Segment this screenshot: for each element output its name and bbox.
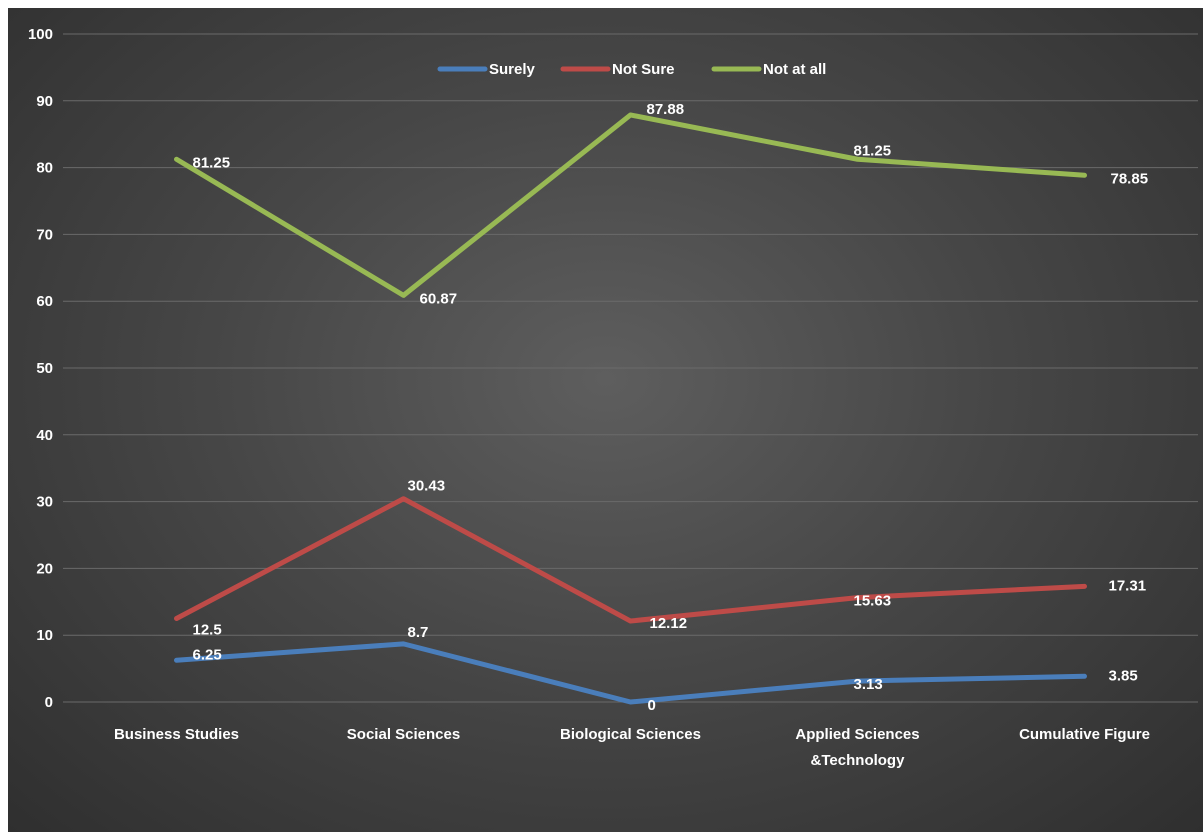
x-tick-label: Applied Sciences [795,726,919,743]
y-tick-label: 0 [45,694,53,711]
y-tick-label: 50 [36,360,53,377]
x-tick-label: Cumulative Figure [1019,726,1150,743]
y-tick-label: 40 [36,427,53,444]
series-line-surely [174,641,1087,705]
series-line-not-at-all [174,112,1087,298]
legend-label: Not Sure [612,61,675,78]
series-lines [174,112,1087,705]
x-tick-label: Social Sciences [347,726,460,743]
data-labels: 6.25 8.7 0 3.13 3.85 12.5 30.43 12.12 15.63 17.31… [193,101,1149,714]
y-tick-label: 60 [36,293,53,310]
legend-label: Not at all [763,61,826,78]
y-tick-label: 10 [36,627,53,644]
x-tick-label: &Technology [811,752,906,769]
data-label: 17.31 [1109,577,1147,594]
data-label: 60.87 [420,290,458,307]
data-label: 6.25 [193,646,222,663]
data-label: 12.5 [193,622,222,639]
y-axis-ticks: 0 10 20 30 40 50 60 70 80 90 100 [28,26,53,711]
x-axis-ticks: Business Studies Social Sciences Biologica… [114,726,1150,769]
legend: Surely Not Sure Not at all [437,61,826,78]
series-line-not-sure [174,496,1087,624]
data-label: 30.43 [408,478,446,495]
y-tick-label: 20 [36,560,53,577]
data-label: 87.88 [647,101,685,118]
line-chart: 0 10 20 30 40 50 60 70 80 90 100 Business Studies S… [28,26,1198,769]
x-tick-label: Business Studies [114,726,239,743]
y-tick-label: 90 [36,93,53,110]
chart-area: 0 10 20 30 40 50 60 70 80 90 100 Business Studies S… [8,8,1203,832]
data-label: 78.85 [1111,170,1149,187]
y-tick-label: 30 [36,494,53,511]
gridlines [63,33,1198,703]
data-label: 81.25 [193,154,231,171]
x-tick-label: Biological Sciences [560,726,701,743]
data-label: 3.85 [1109,667,1138,684]
data-label: 3.13 [854,676,883,693]
y-tick-label: 70 [36,226,53,243]
data-label: 0 [648,697,656,714]
data-label: 12.12 [650,615,688,632]
y-tick-label: 100 [28,26,53,43]
data-label: 15.63 [854,593,892,610]
data-label: 8.7 [408,624,429,641]
legend-label: Surely [489,61,536,78]
y-tick-label: 80 [36,160,53,177]
data-label: 81.25 [854,142,892,159]
